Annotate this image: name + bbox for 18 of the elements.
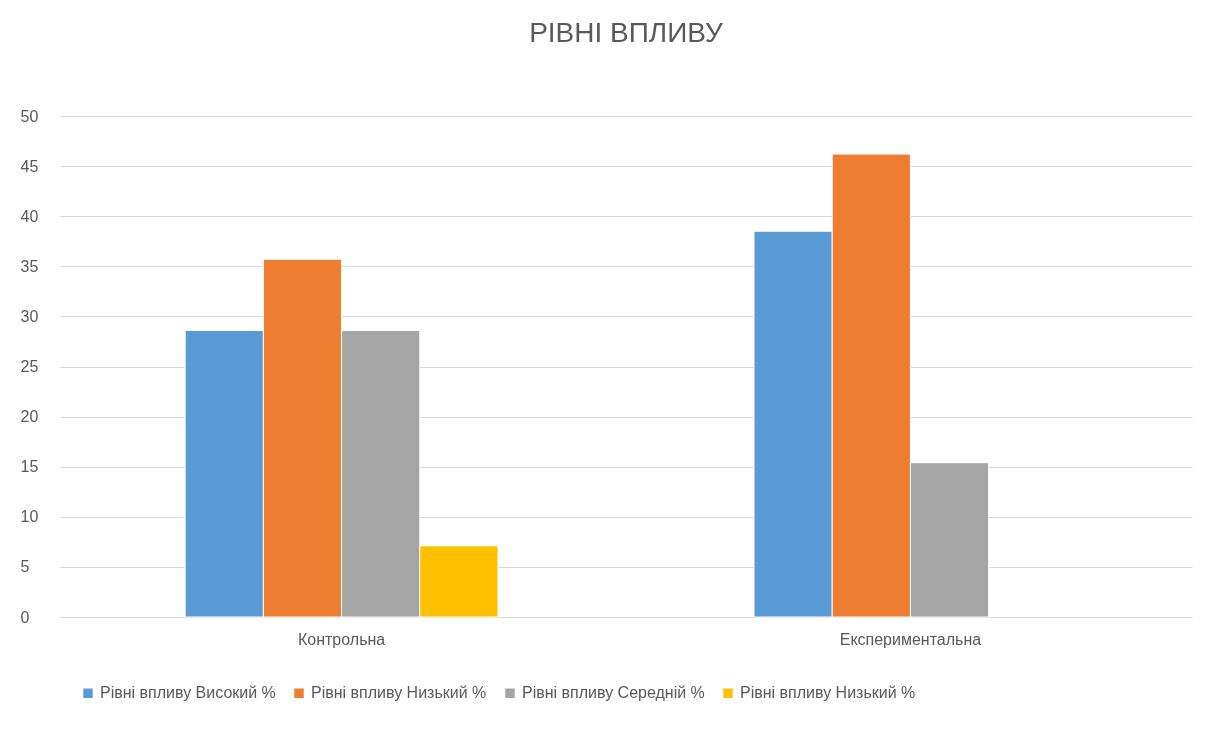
chart-title: РІВНІ ВПЛИВУ <box>529 17 724 48</box>
y-tick-label: 30 <box>20 307 39 325</box>
y-tick-label: 35 <box>20 257 39 275</box>
y-tick-label: 45 <box>20 157 39 175</box>
y-tick-label: 25 <box>20 358 39 375</box>
x-tick-label: Контрольна <box>297 630 386 648</box>
y-tick-label: 5 <box>20 558 30 576</box>
y-tick-label: 10 <box>20 508 39 526</box>
y-tick-label: 20 <box>20 408 39 426</box>
y-tick-label: 15 <box>20 458 39 476</box>
y-tick-label: 50 <box>20 107 39 125</box>
legend-label: Рівні впливу Низький % <box>740 684 916 702</box>
x-tick-label: Експериментальна <box>839 630 982 648</box>
legend-label: Рівні впливу Високий % <box>100 684 276 702</box>
y-tick-label: 40 <box>20 207 39 225</box>
legend-label: Рівні впливу Середній % <box>522 684 705 702</box>
y-tick-label: 0 <box>20 608 30 626</box>
legend-label: Рівні впливу Низький % <box>311 684 487 702</box>
